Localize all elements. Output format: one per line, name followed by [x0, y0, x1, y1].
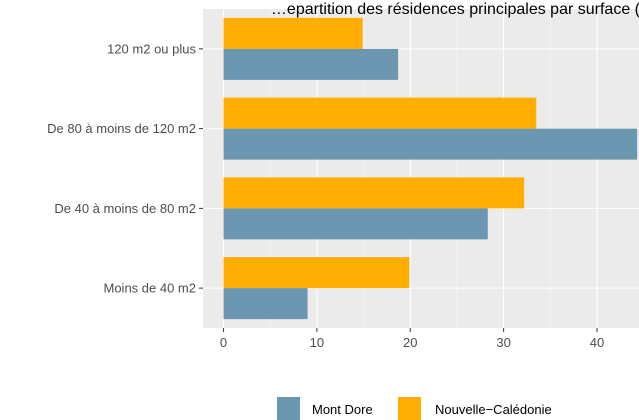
legend: Mont Dore Nouvelle−Calédonie [277, 397, 552, 420]
x-tick-label: 30 [496, 335, 510, 350]
bar-nouvelle-caledonie-120-m2-ou-plus [223, 17, 363, 49]
legend-swatch-mont-dore [277, 397, 300, 420]
bars [223, 17, 638, 320]
y-tick-label: De 40 à moins de 80 m2 [54, 201, 196, 216]
bar-mont-dore-de-80-a-moins-de-120-m2 [223, 128, 638, 160]
y-axis: Moins de 40 m2 De 40 à moins de 80 m2 De 8… [47, 41, 203, 296]
bar-nouvelle-caledonie-de-40-a-moins-de-80-m2 [223, 177, 525, 209]
legend-label-nouvelle-caledonie: Nouvelle−Calédonie [435, 402, 552, 417]
bar-nouvelle-caledonie-de-80-a-moins-de-120-m2 [223, 97, 537, 129]
x-tick-label: 0 [220, 335, 227, 350]
bar-nouvelle-caledonie-moins-de-40-m2 [223, 257, 410, 289]
x-axis: 0 10 20 30 40 [220, 328, 604, 350]
y-tick-label: Moins de 40 m2 [104, 281, 197, 296]
bar-mont-dore-moins-de-40-m2 [223, 288, 308, 320]
legend-label-mont-dore: Mont Dore [312, 402, 373, 417]
bar-mont-dore-de-40-a-moins-de-80-m2 [223, 208, 488, 240]
y-tick-label: De 80 à moins de 120 m2 [47, 121, 196, 136]
y-tick-label: 120 m2 ou plus [107, 41, 196, 56]
bar-mont-dore-120-m2-ou-plus [223, 48, 399, 80]
legend-swatch-nouvelle-caledonie [398, 397, 421, 420]
x-tick-label: 10 [310, 335, 324, 350]
chart-title: …epartition des résidences principales p… [271, 1, 639, 18]
x-tick-label: 20 [403, 335, 417, 350]
x-tick-label: 40 [590, 335, 604, 350]
